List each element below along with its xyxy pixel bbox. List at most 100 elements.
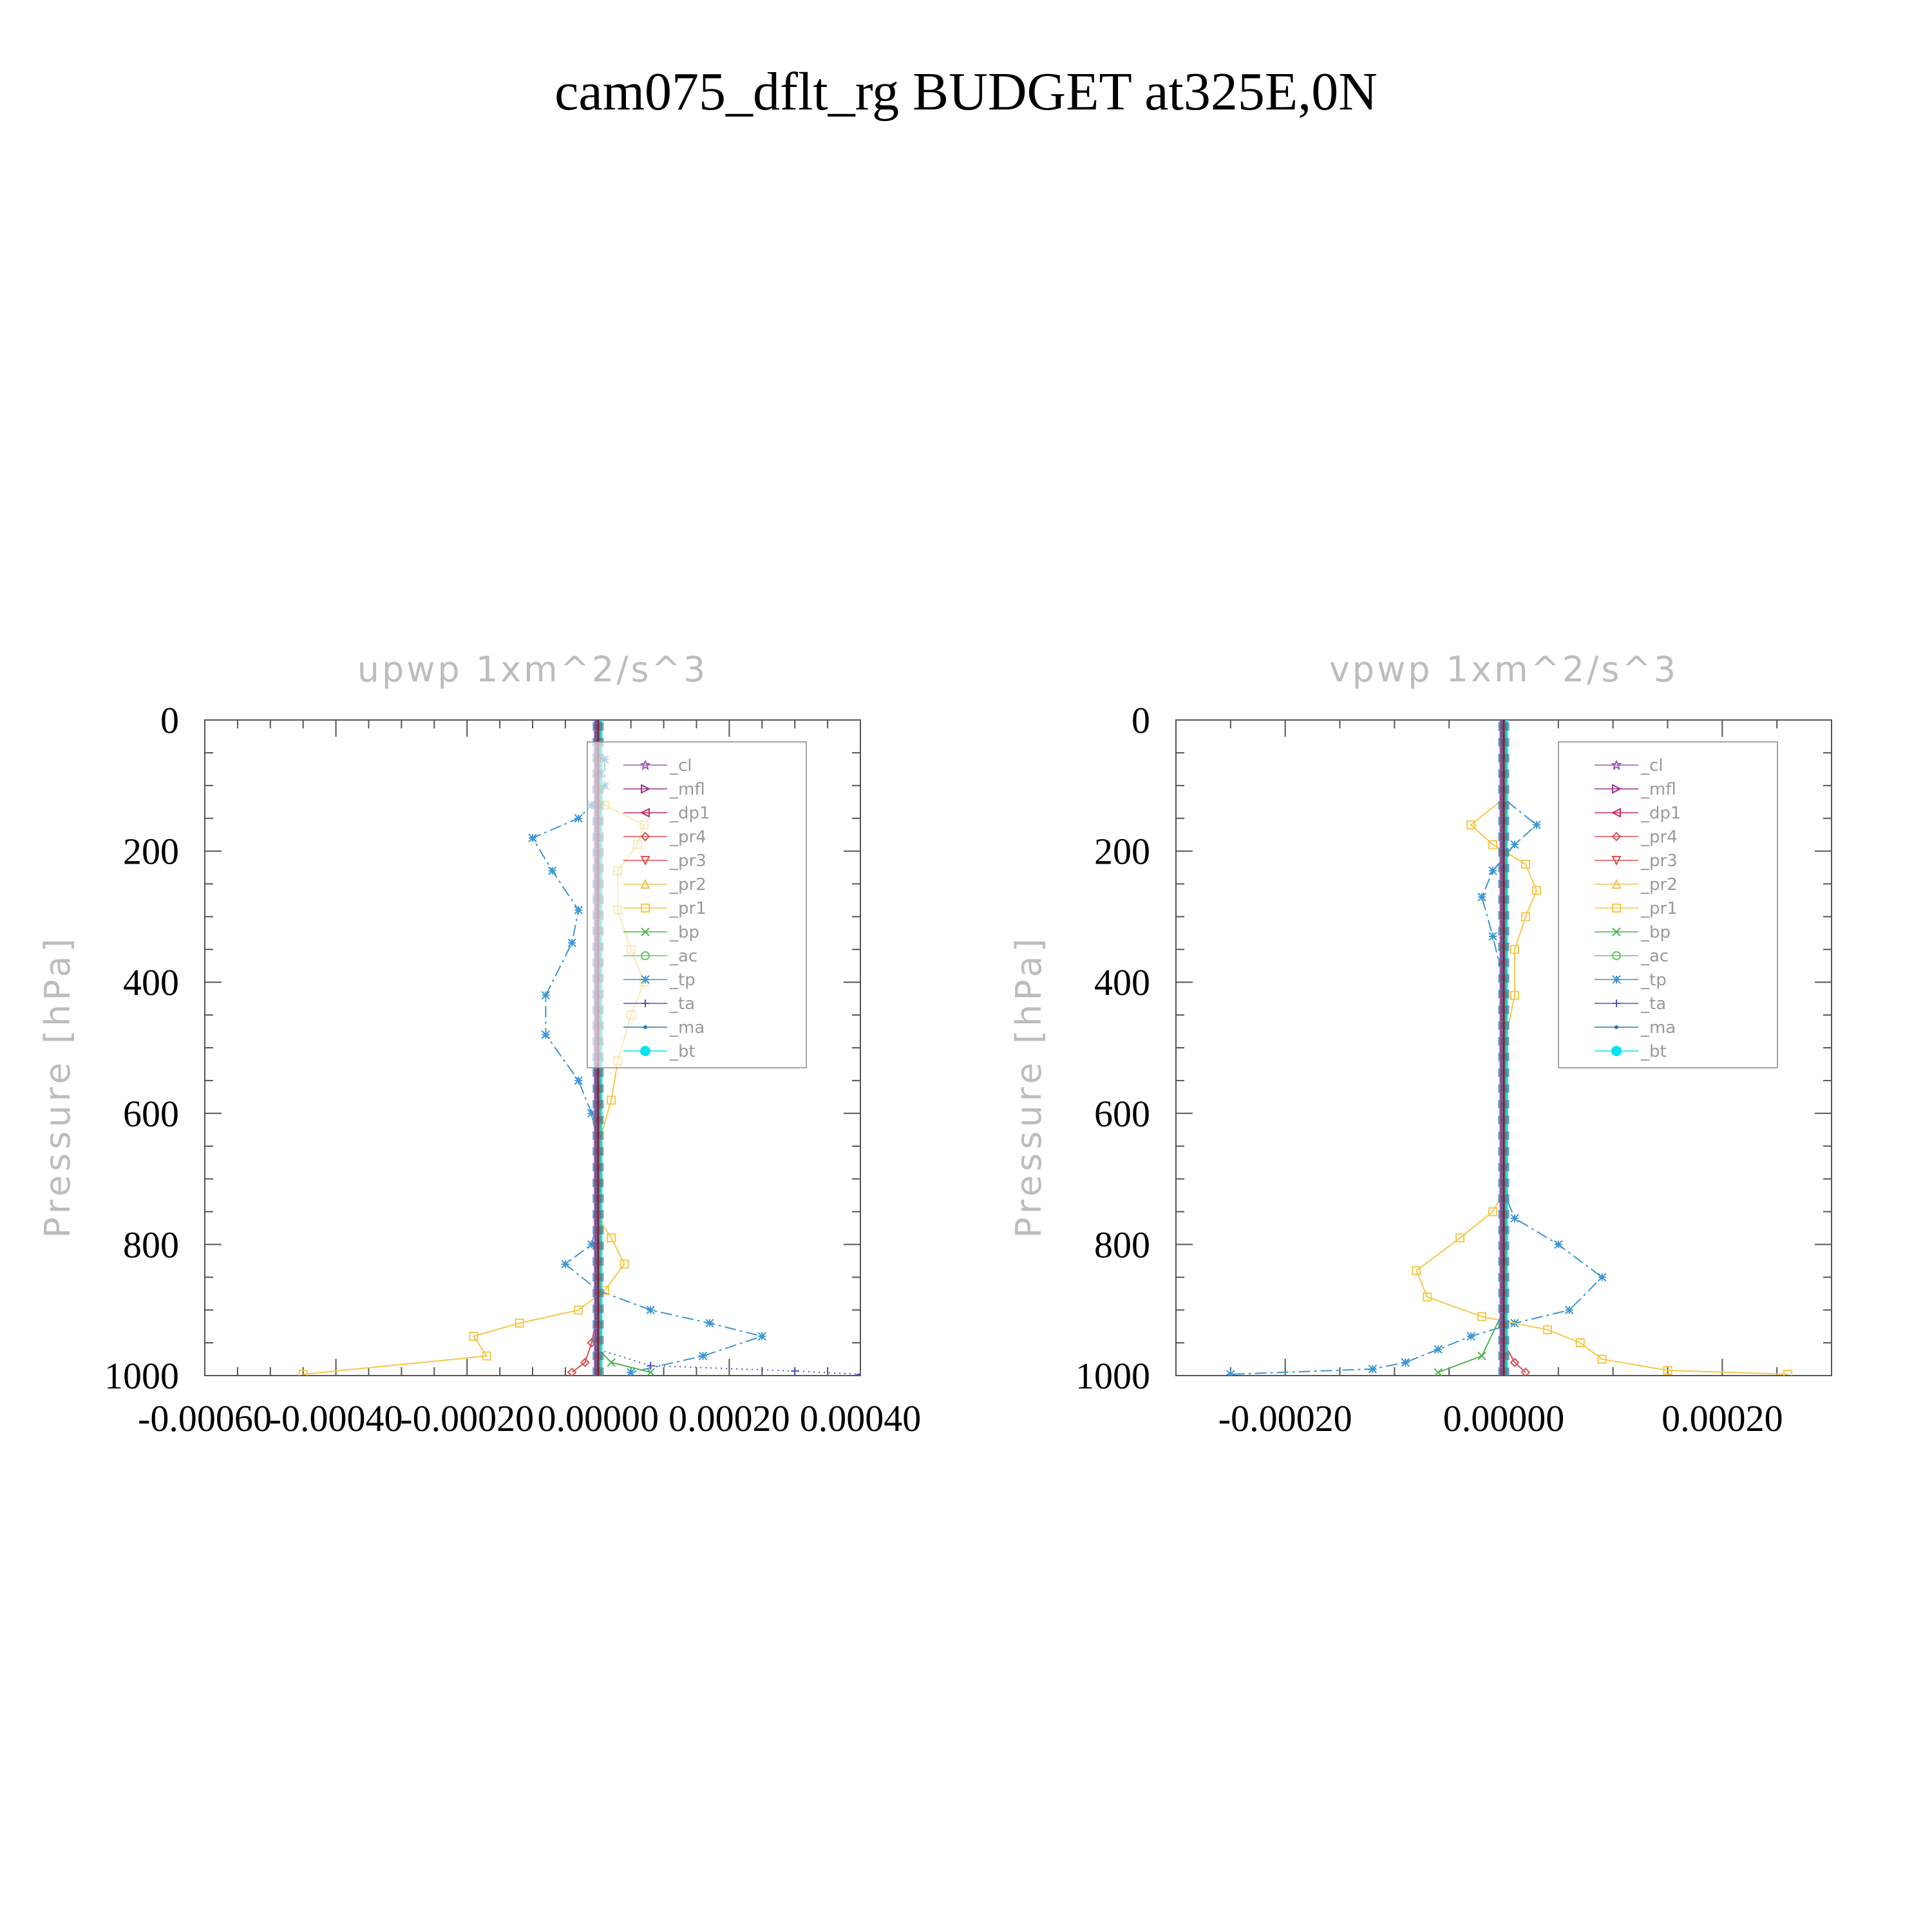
y-axis-label: Pressure [hPa]	[1009, 934, 1049, 1238]
legend-label: _pr1	[1640, 899, 1678, 918]
data-point	[469, 1331, 478, 1341]
data-point	[705, 1318, 714, 1328]
legend-label: _ta	[669, 994, 695, 1014]
figure-title: cam075_dflt_rg BUDGET at325E,0N	[554, 62, 1378, 122]
data-point	[574, 905, 583, 914]
x-tick-label: -0.00040	[269, 1397, 403, 1439]
data-point	[607, 1358, 616, 1367]
legend-marker	[641, 951, 650, 960]
data-point	[567, 1367, 577, 1376]
data-point	[541, 1030, 551, 1039]
x-tick-label: -0.00020	[1218, 1397, 1352, 1439]
y-tick-label: 800	[1094, 1224, 1150, 1265]
data-point	[647, 1361, 655, 1370]
data-point	[1510, 990, 1519, 1000]
data-point	[1510, 1358, 1520, 1368]
legend: _cl _mfl _dp1 _pr4 _pr3 _pr2 _pr1 _bp _ac _tp _ta _…	[1558, 741, 1778, 1068]
data-point	[1368, 1365, 1378, 1374]
legend-label: _bp	[1640, 923, 1671, 942]
data-point	[1510, 840, 1519, 849]
panel-title: vpwp 1xm^2/s^3	[1329, 649, 1678, 690]
x-tick-label: -0.00020	[400, 1397, 534, 1439]
data-point	[698, 1351, 708, 1361]
data-point	[1520, 1367, 1531, 1376]
legend-marker	[641, 975, 650, 984]
legend-marker	[1611, 808, 1621, 818]
legend-marker	[1613, 999, 1620, 1007]
data-point	[528, 833, 537, 842]
plot-area	[1226, 720, 1793, 1376]
data-point	[1663, 1365, 1672, 1375]
data-point	[1226, 1370, 1235, 1376]
legend-label: _pr1	[669, 899, 706, 918]
legend-label: _pr3	[1640, 851, 1678, 871]
legend-label: _pr2	[1640, 875, 1678, 895]
legend-marker	[640, 1046, 650, 1056]
y-tick-label: 400	[1094, 961, 1150, 1003]
y-tick-label: 600	[1094, 1093, 1150, 1135]
legend-marker	[1612, 904, 1621, 913]
data-point	[1488, 840, 1498, 849]
data-point	[1466, 820, 1476, 829]
legend-marker	[639, 759, 651, 771]
legend-marker	[1611, 831, 1622, 842]
y-tick-label: 200	[123, 831, 179, 873]
data-point	[1510, 945, 1519, 954]
panel-upwp: upwp 1xm^2/s^3 Pressure [hPa] 0 200 400 600 80…	[37, 649, 921, 1439]
y-axis-label: Pressure [hPa]	[37, 934, 78, 1238]
series-line-tp	[1230, 759, 1604, 1375]
y-tick-label: 1000	[1075, 1355, 1150, 1397]
legend-box	[587, 741, 807, 1068]
legend-label: _tp	[1640, 971, 1667, 990]
y-tick-label: 400	[123, 961, 179, 1003]
y-tick-label: 1000	[104, 1355, 179, 1397]
x-tick-label: 0.00020	[668, 1397, 790, 1439]
data-point	[1520, 912, 1530, 922]
legend-marker	[1612, 951, 1621, 960]
legend-label: _pr3	[669, 851, 706, 871]
legend-marker	[1612, 784, 1622, 794]
legend-marker	[640, 831, 650, 842]
data-point	[1466, 1332, 1475, 1341]
x-tick-label: -0.00060	[138, 1397, 272, 1439]
legend-marker	[1612, 975, 1621, 984]
legend-box	[1558, 741, 1778, 1068]
data-point	[1488, 1207, 1498, 1217]
y-tick-label: 600	[123, 1093, 179, 1135]
data-point	[561, 1260, 570, 1269]
legend-label: _cl	[669, 756, 692, 775]
data-point	[1575, 1338, 1585, 1348]
data-point	[547, 866, 557, 875]
data-point	[1597, 1273, 1607, 1282]
data-point	[1554, 1240, 1563, 1249]
legend-marker	[1615, 1025, 1618, 1029]
data-point	[1434, 1345, 1443, 1354]
series-line-ta	[597, 851, 860, 1375]
legend-marker	[1611, 878, 1622, 889]
y-tick-label: 200	[1094, 831, 1150, 873]
data-point	[541, 990, 551, 1000]
data-point	[574, 813, 583, 823]
data-point	[1532, 820, 1541, 829]
data-point	[607, 1233, 616, 1243]
panel-title: upwp 1xm^2/s^3	[357, 649, 708, 690]
data-point	[587, 1240, 596, 1249]
legend-label: _bt	[669, 1042, 696, 1061]
data-point	[587, 1109, 596, 1118]
data-point	[646, 1305, 655, 1314]
legend-marker	[1611, 1046, 1622, 1056]
x-tick-label: 0.00000	[538, 1397, 659, 1439]
legend-label: _mfl	[669, 780, 705, 799]
legend-label: _ta	[1640, 994, 1666, 1014]
data-point	[1510, 1213, 1519, 1223]
data-point	[1434, 1368, 1443, 1376]
legend-marker	[641, 999, 649, 1007]
data-point	[1488, 932, 1497, 941]
data-point	[620, 1259, 629, 1269]
data-point	[567, 938, 576, 947]
data-point	[1455, 1233, 1465, 1243]
legend-label: _dp1	[669, 804, 710, 823]
legend-marker	[640, 878, 650, 889]
data-point	[298, 1369, 308, 1376]
